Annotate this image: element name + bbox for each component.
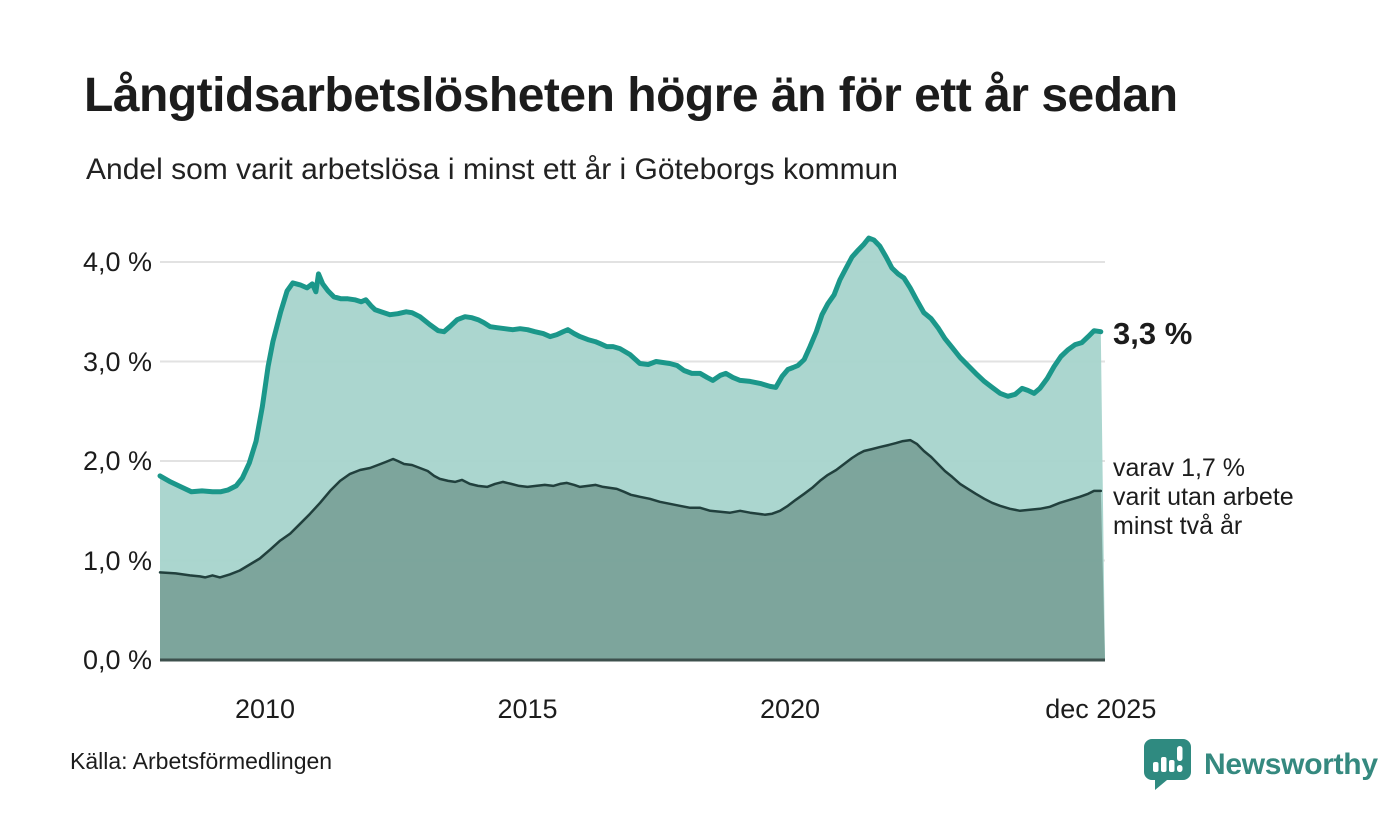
page-subtitle: Andel som varit arbetslösa i minst ett å…: [86, 153, 898, 186]
x-axis-tick-label: dec 2025: [1045, 694, 1157, 724]
newsworthy-logo: Newsworthy: [1143, 738, 1378, 791]
y-axis-tick-label: 0,0 %: [82, 645, 152, 675]
latest-value-annotation: 3,3 %: [1113, 316, 1193, 351]
y-axis-tick-label: 1,0 %: [82, 545, 152, 576]
x-axis-tick-label: 2010: [234, 694, 296, 724]
y-axis-tick-label: 4,0 %: [82, 247, 152, 277]
annotation-line-1: varav 1,7 %: [1113, 454, 1246, 482]
y-axis-tick-label: 3,0 %: [82, 346, 152, 377]
page-title: Långtidsarbetslösheten högre än för ett …: [84, 69, 1178, 122]
bar-chart-speech-bubble-icon: [1144, 739, 1191, 790]
secondary-series-annotation: varav 1,7 % varit utan arbete minst två …: [1113, 454, 1294, 541]
annotation-line-3: minst två år: [1113, 512, 1243, 540]
brand-wordmark: Newsworthy: [1204, 747, 1378, 781]
annotation-line-2: varit utan arbete: [1113, 483, 1294, 511]
x-axis-tick-label: 2020: [759, 694, 821, 724]
source-credit: Källa: Arbetsförmedlingen: [70, 748, 333, 774]
y-axis-tick-label: 2,0 %: [82, 446, 152, 476]
x-axis-tick-label: 2015: [497, 694, 558, 724]
